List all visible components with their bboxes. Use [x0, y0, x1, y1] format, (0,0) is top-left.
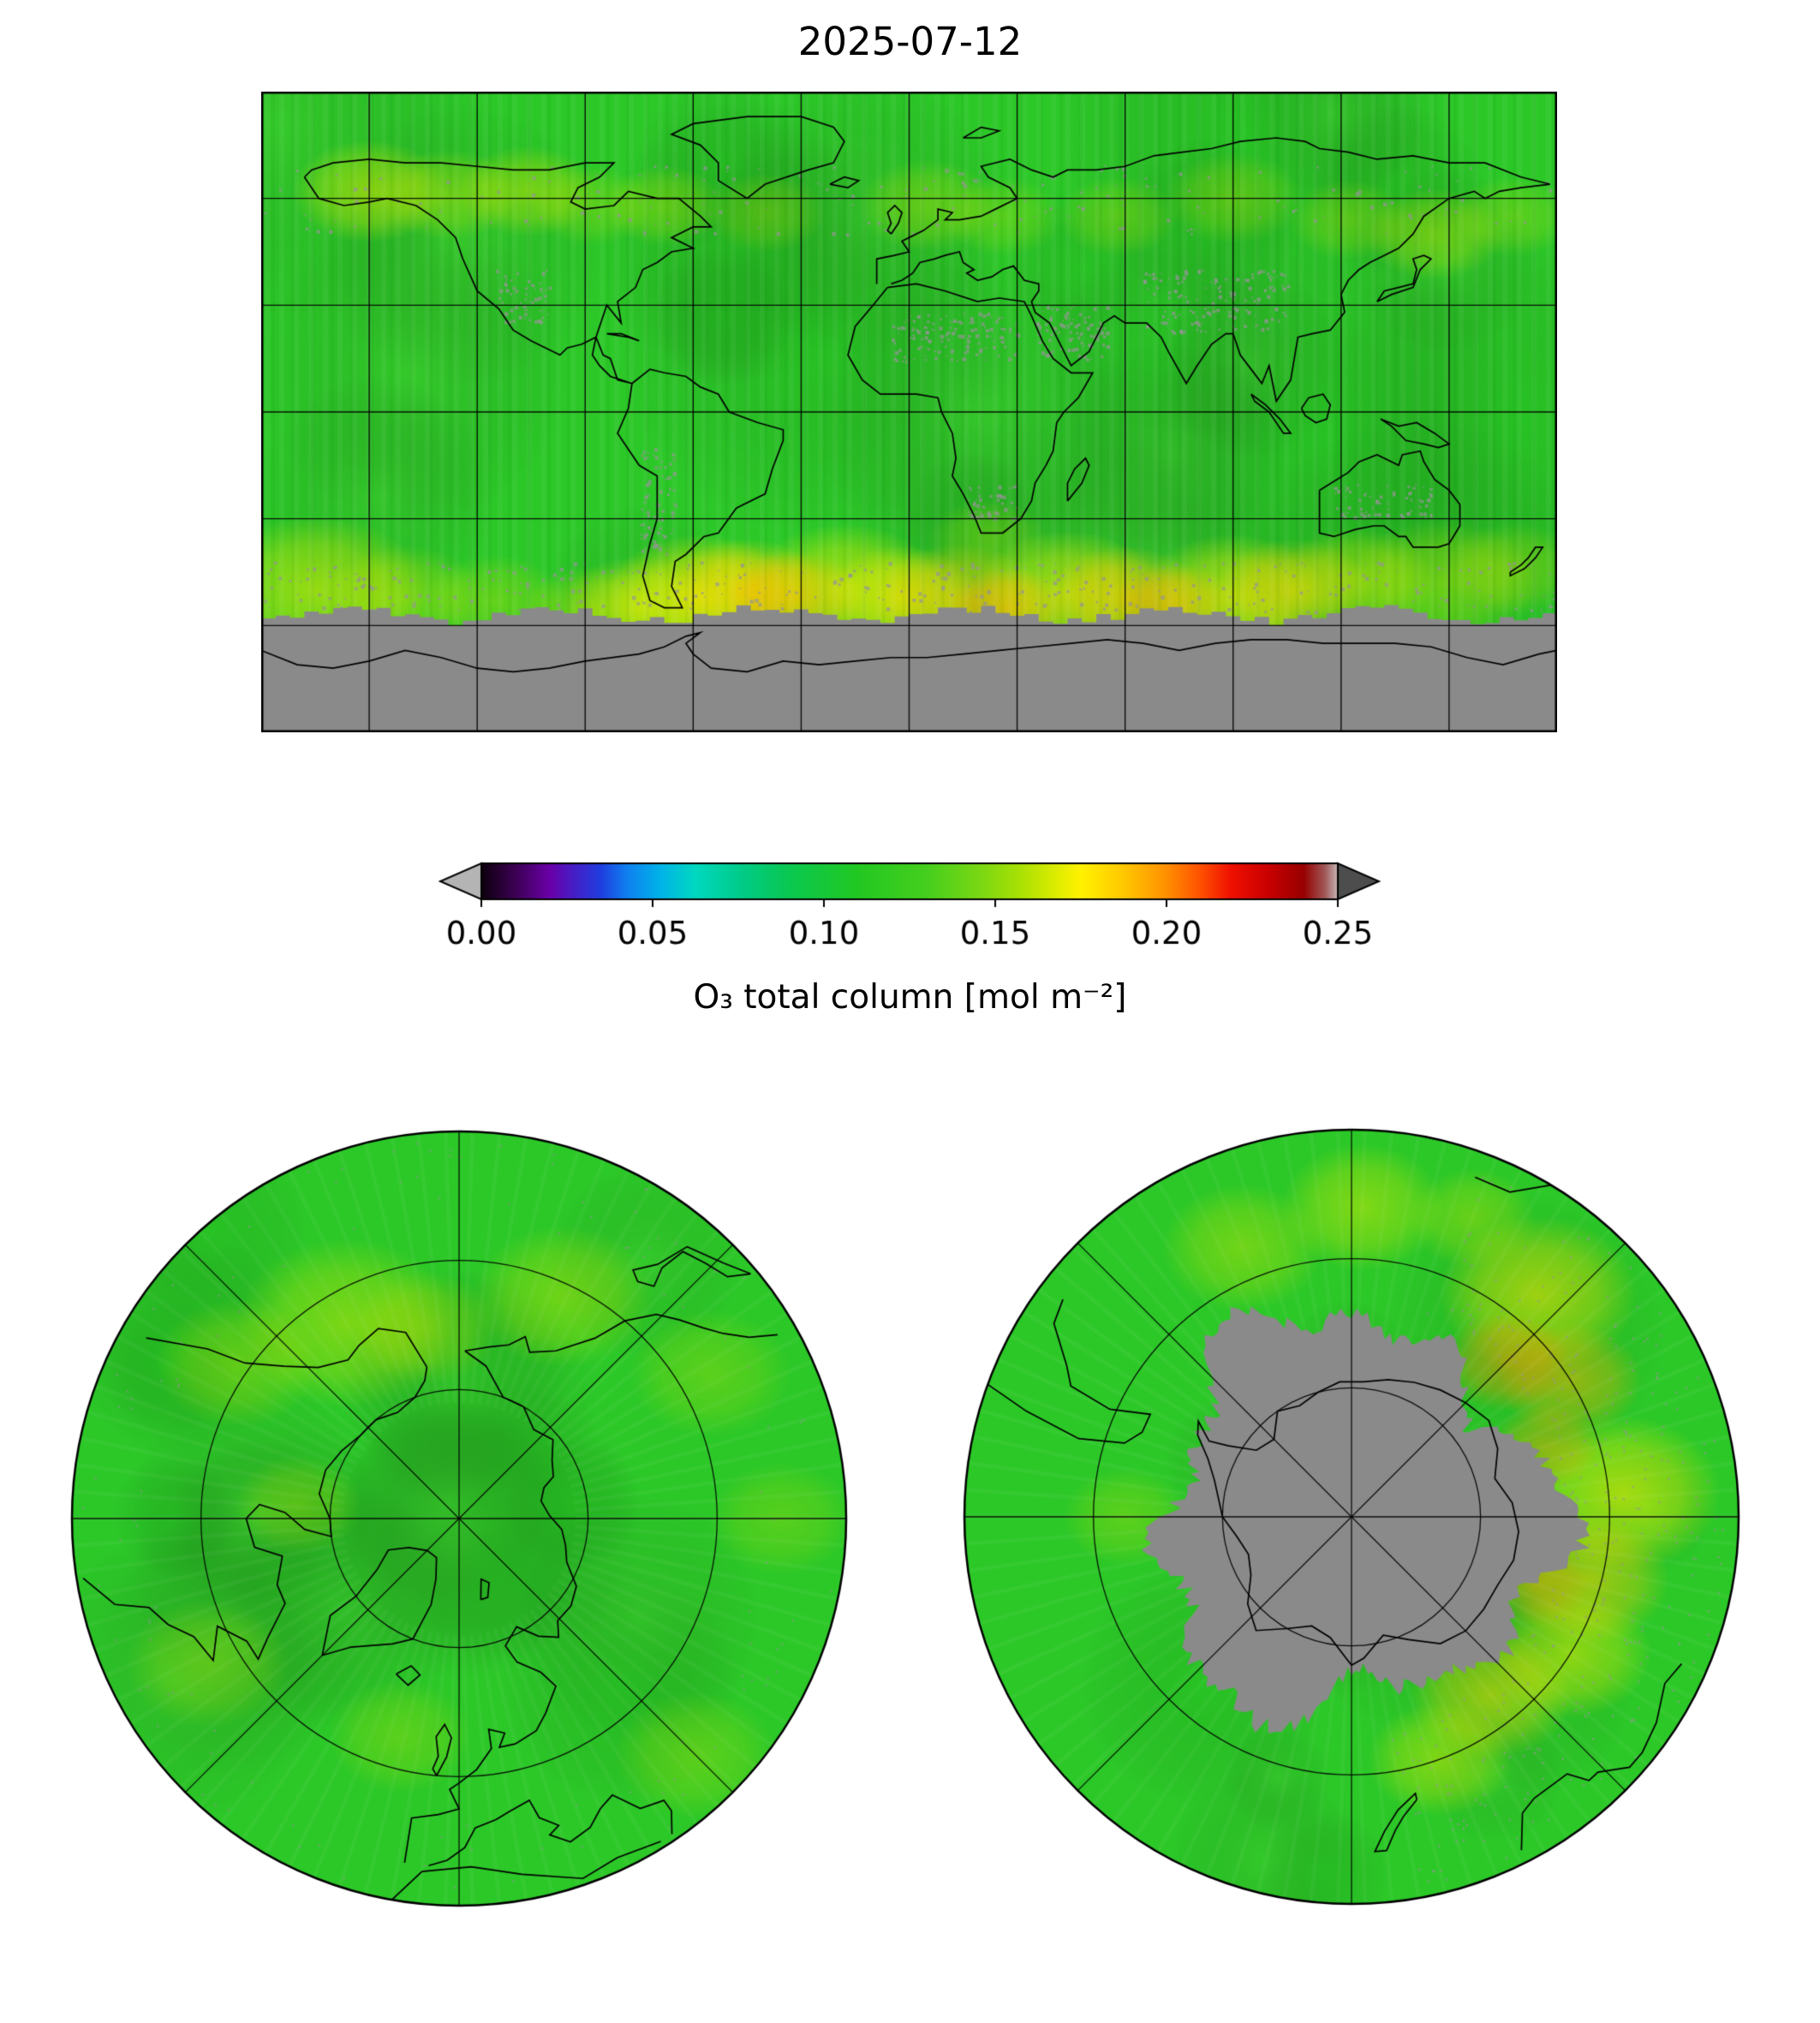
south-polar-panel	[959, 1125, 1744, 1909]
figure-title: 2025-07-12	[797, 19, 1023, 64]
global-map-panel	[261, 92, 1557, 732]
colorbar-label: O₃ total column [mol m⁻²]	[693, 978, 1127, 1017]
colorbar	[426, 853, 1411, 952]
north-polar-panel	[67, 1126, 851, 1911]
